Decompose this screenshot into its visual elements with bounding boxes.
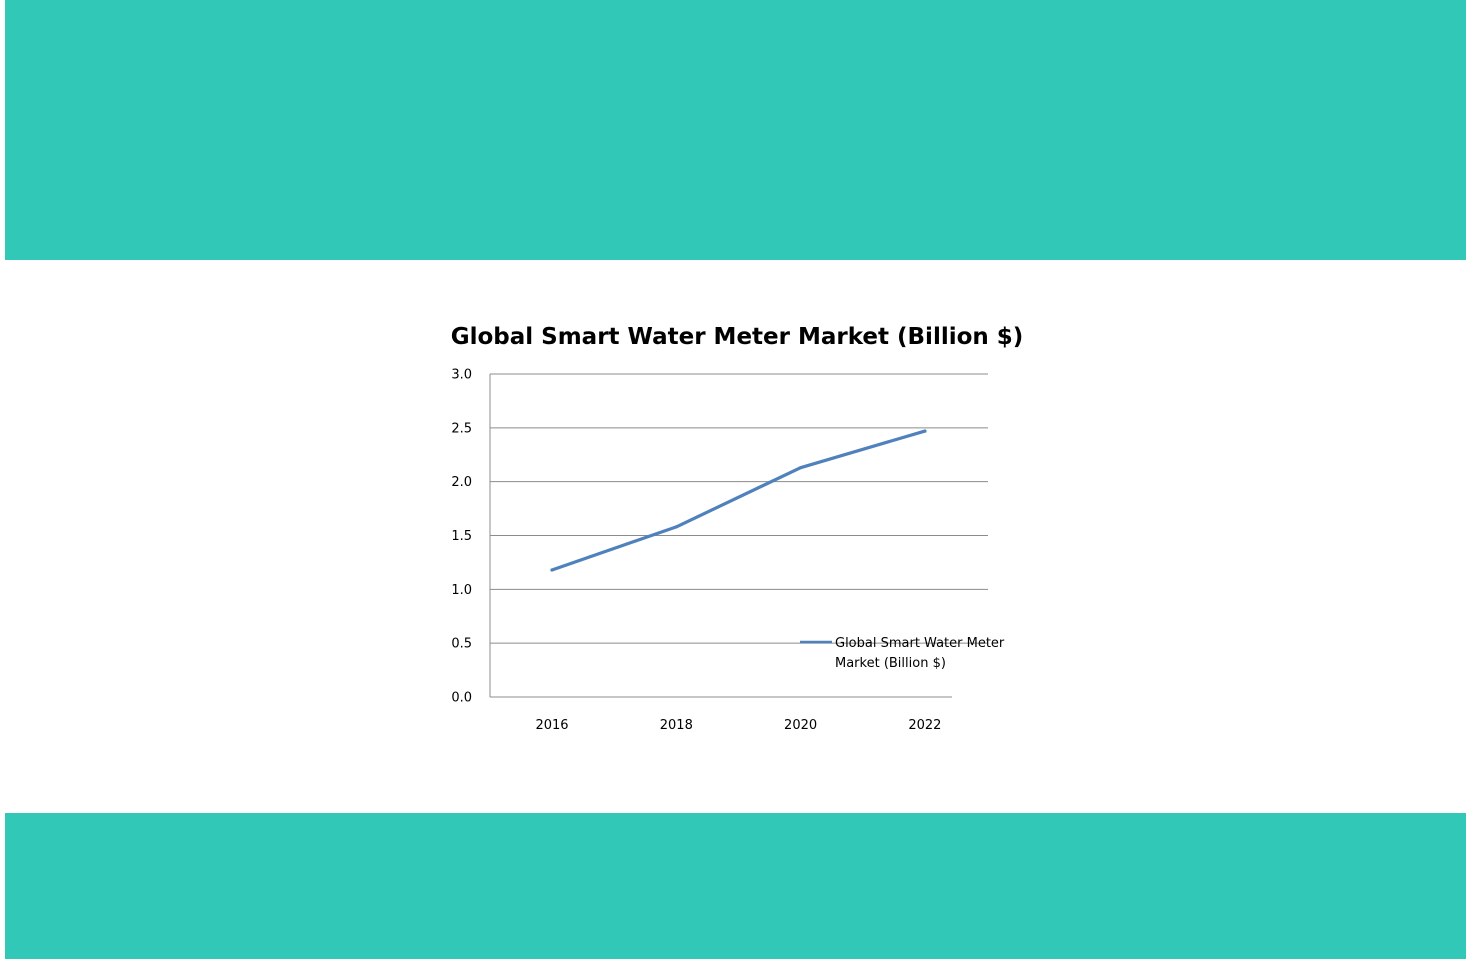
legend-label-line: Market (Billion $) bbox=[835, 656, 946, 671]
x-tick-label: 2022 bbox=[908, 718, 941, 733]
x-axis-tick-labels: 2016 2018 2020 2022 bbox=[535, 718, 941, 733]
legend: Global Smart Water Meter Market (Billion … bbox=[800, 636, 1005, 671]
series-line-0 bbox=[550, 429, 927, 572]
y-tick-label: 3.0 bbox=[451, 368, 472, 383]
y-tick-label: 2.5 bbox=[451, 421, 472, 436]
top-banner bbox=[5, 0, 1466, 260]
data-point bbox=[923, 429, 927, 433]
y-axis-tick-labels: 0.0 0.5 1.0 1.5 2.0 2.5 3.0 bbox=[451, 368, 472, 706]
legend-label-line: Global Smart Water Meter bbox=[835, 636, 1005, 651]
x-tick-label: 2018 bbox=[660, 718, 693, 733]
y-tick-label: 2.0 bbox=[451, 475, 472, 490]
data-point bbox=[674, 525, 678, 529]
series-group bbox=[550, 429, 927, 572]
y-tick-label: 0.0 bbox=[451, 691, 472, 706]
y-tick-label: 1.0 bbox=[451, 583, 472, 598]
y-tick-label: 1.5 bbox=[451, 529, 472, 544]
grid-lines bbox=[490, 373, 988, 644]
data-point bbox=[550, 568, 554, 572]
data-point bbox=[799, 466, 803, 470]
bottom-banner bbox=[5, 813, 1466, 959]
x-tick-label: 2016 bbox=[535, 718, 568, 733]
x-tick-label: 2020 bbox=[784, 718, 817, 733]
axes bbox=[489, 374, 952, 698]
chart-title: Global Smart Water Meter Market (Billion… bbox=[451, 324, 1024, 350]
y-tick-label: 0.5 bbox=[451, 637, 472, 652]
